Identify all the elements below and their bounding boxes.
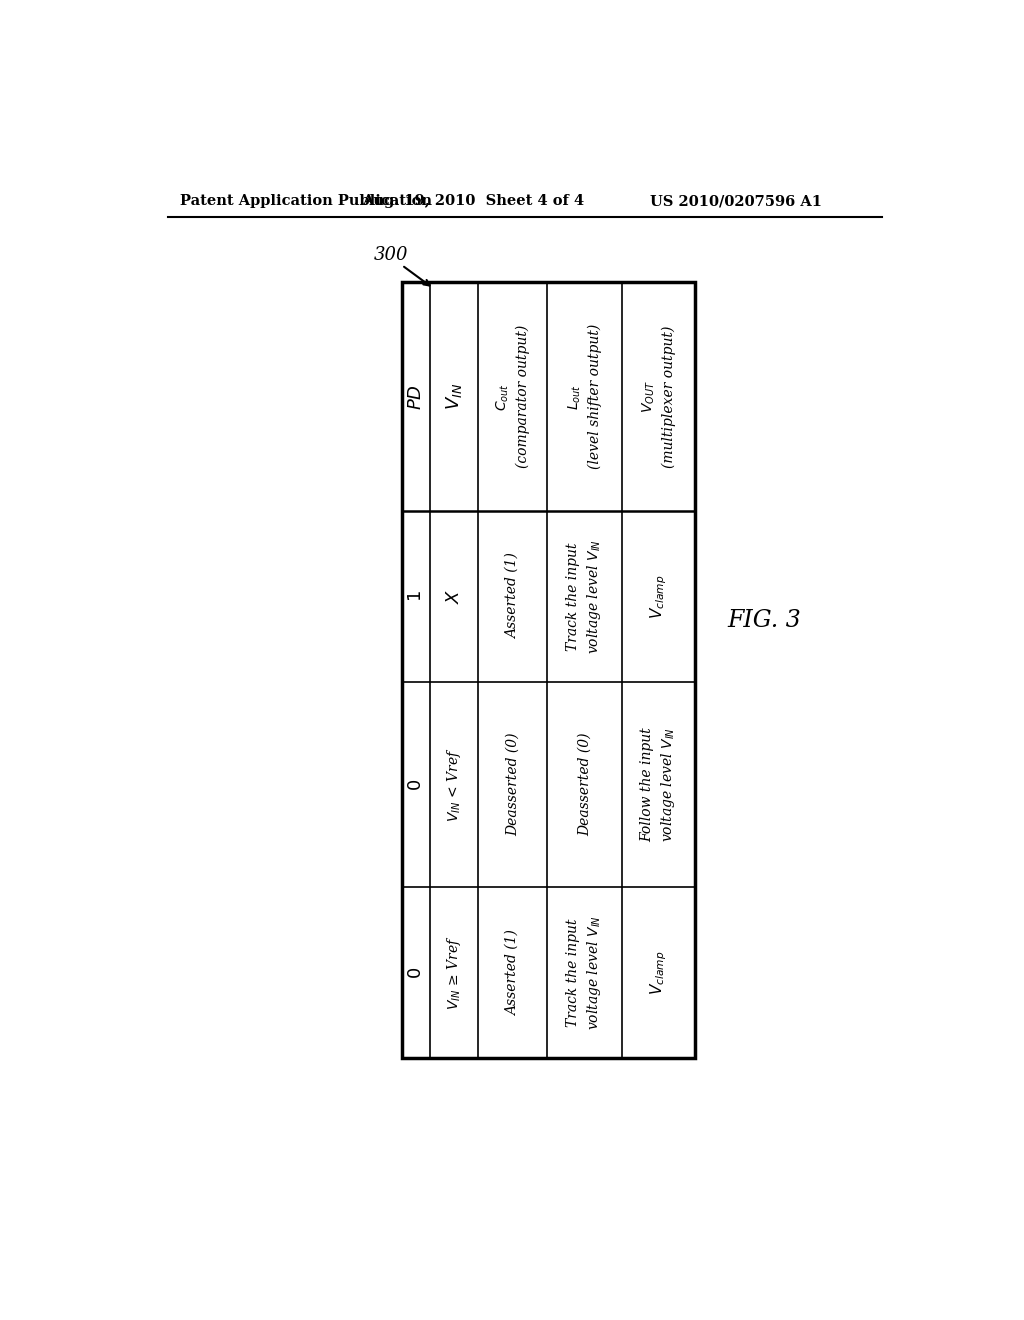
Text: $V_{OUT}$
(multiplexer output): $V_{OUT}$ (multiplexer output) xyxy=(641,326,677,469)
Text: Aug. 19, 2010  Sheet 4 of 4: Aug. 19, 2010 Sheet 4 of 4 xyxy=(362,194,585,209)
Text: 300: 300 xyxy=(374,246,409,264)
Text: $V_{clamp}$: $V_{clamp}$ xyxy=(648,950,669,995)
Text: $1$: $1$ xyxy=(407,590,425,602)
Text: $V_{IN}$: $V_{IN}$ xyxy=(444,383,464,411)
Text: Asserted (1): Asserted (1) xyxy=(506,929,519,1015)
Text: Deasserted (0): Deasserted (0) xyxy=(506,733,519,837)
Text: Follow the input
voltage level $V_{IN}$: Follow the input voltage level $V_{IN}$ xyxy=(640,727,677,842)
Text: $0$: $0$ xyxy=(407,779,425,791)
Text: Track the input
voltage level $V_{IN}$: Track the input voltage level $V_{IN}$ xyxy=(566,915,603,1030)
Text: $V_{IN}$ ≥ Vref: $V_{IN}$ ≥ Vref xyxy=(444,936,463,1010)
Text: $PD$: $PD$ xyxy=(407,384,425,409)
Text: $L_{out}$
(level shifter output): $L_{out}$ (level shifter output) xyxy=(567,325,602,470)
Text: Patent Application Publication: Patent Application Publication xyxy=(179,194,431,209)
Bar xyxy=(401,282,695,1057)
Text: $V_{clamp}$: $V_{clamp}$ xyxy=(648,574,669,619)
Text: $0$: $0$ xyxy=(407,966,425,978)
Text: $C_{out}$
(comparator output): $C_{out}$ (comparator output) xyxy=(495,325,530,469)
Text: Track the input
voltage level $V_{IN}$: Track the input voltage level $V_{IN}$ xyxy=(566,539,603,653)
Text: US 2010/0207596 A1: US 2010/0207596 A1 xyxy=(650,194,822,209)
Text: $V_{IN}$ < Vref: $V_{IN}$ < Vref xyxy=(444,747,463,822)
Text: Asserted (1): Asserted (1) xyxy=(506,553,519,639)
Text: FIG. 3: FIG. 3 xyxy=(727,610,801,632)
Text: Deasserted (0): Deasserted (0) xyxy=(578,733,592,837)
Text: $X$: $X$ xyxy=(444,589,463,605)
